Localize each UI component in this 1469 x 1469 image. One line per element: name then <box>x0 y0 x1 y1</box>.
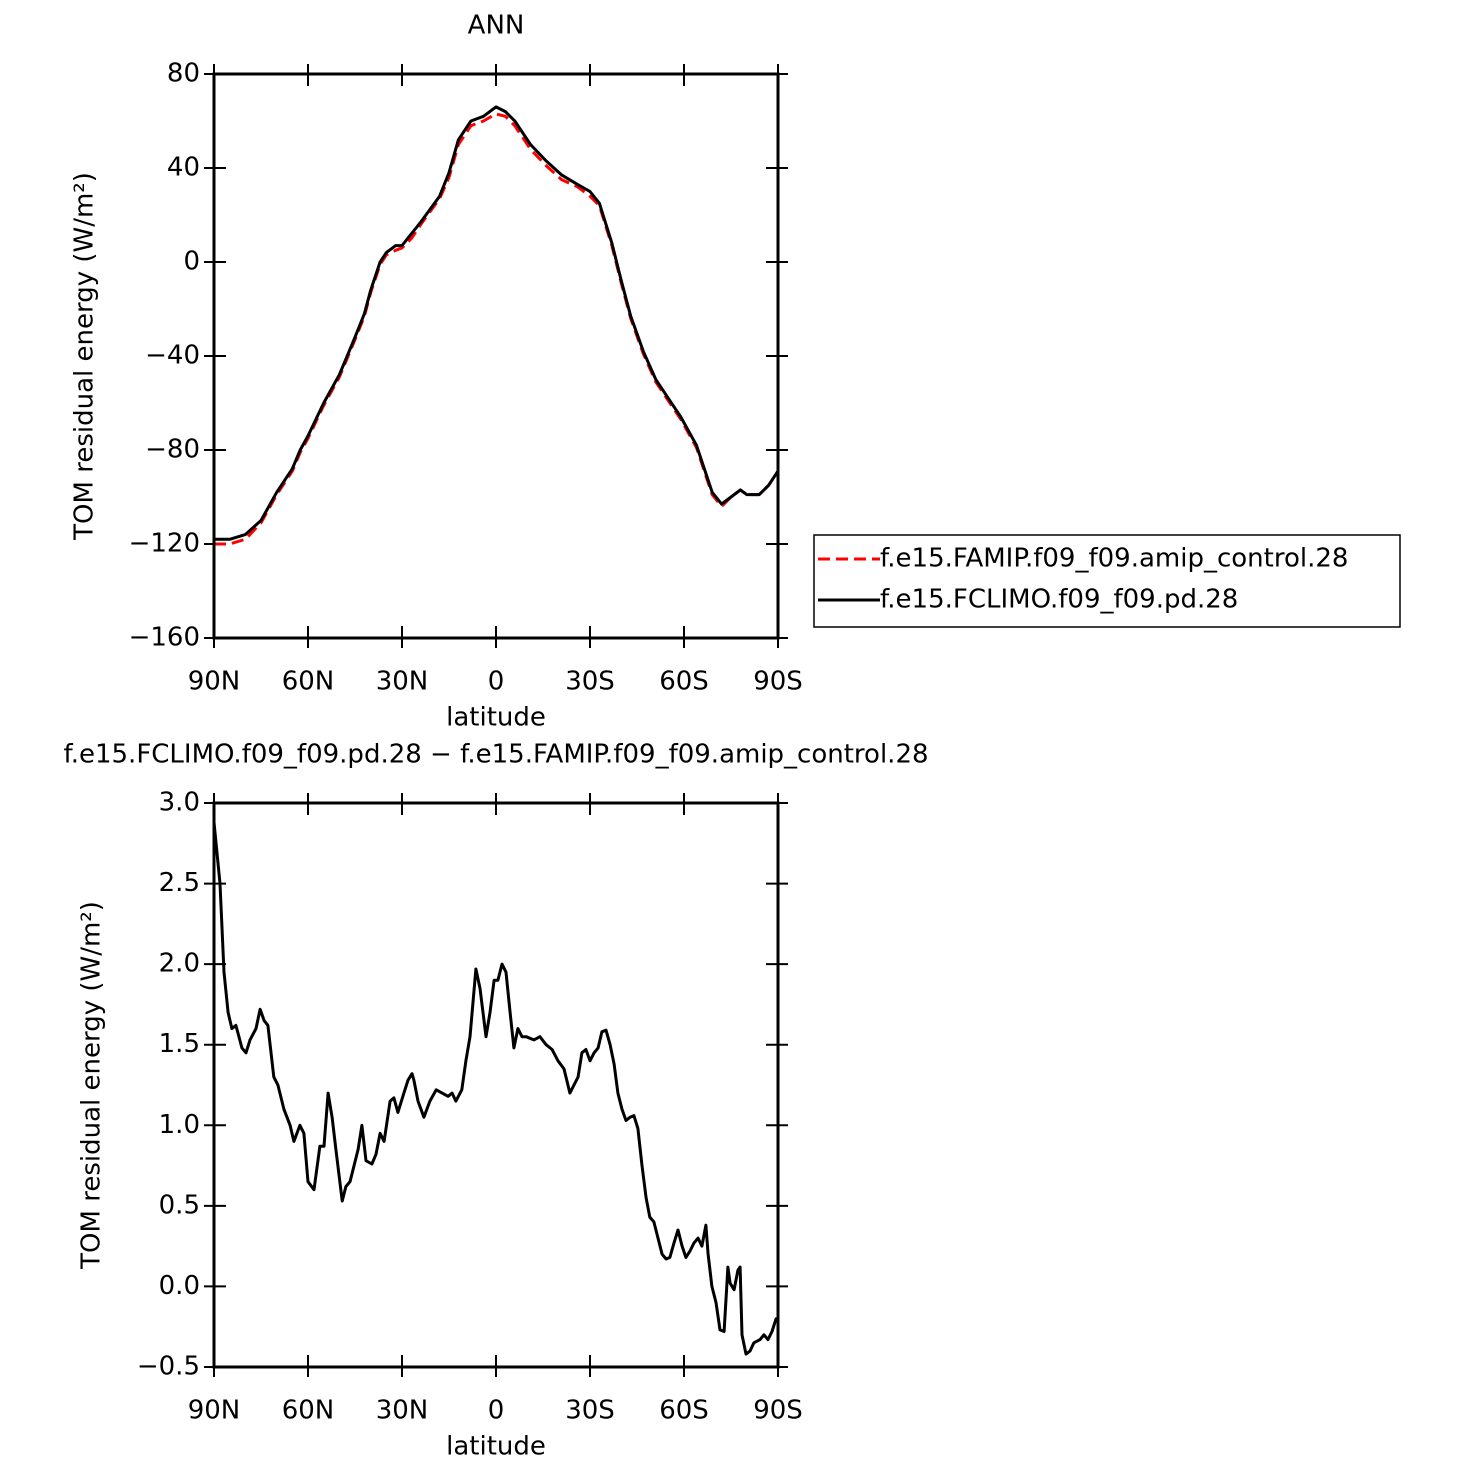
y-tick-label: −40 <box>145 341 200 371</box>
y-tick-label: 1.5 <box>159 1029 200 1059</box>
legend-label: f.e15.FCLIMO.f09_f09.pd.28 <box>880 585 1238 615</box>
y-tick-label: 0.0 <box>159 1271 200 1301</box>
x-axis-label: latitude <box>446 1432 546 1462</box>
x-tick-label: 60N <box>282 1396 335 1426</box>
y-tick-label: 3.0 <box>159 788 200 818</box>
x-tick-label: 90N <box>188 1396 241 1426</box>
x-tick-label: 0 <box>488 1396 505 1426</box>
y-tick-label: 2.5 <box>159 868 200 898</box>
data-line <box>214 112 780 546</box>
y-tick-label: −120 <box>129 529 200 559</box>
y-tick-label: 2.0 <box>159 949 200 979</box>
x-axis-label: latitude <box>446 703 546 733</box>
y-tick-label: 0 <box>183 247 200 277</box>
y-tick-label: 80 <box>167 59 200 89</box>
x-tick-label: 60N <box>282 667 335 697</box>
legend-label: f.e15.FAMIP.f09_f09.amip_control.28 <box>880 544 1348 574</box>
plot-frame <box>212 801 780 1369</box>
data-line <box>214 105 780 541</box>
x-tick-label: 30N <box>376 667 429 697</box>
legend-box <box>813 534 1401 628</box>
chart-title: ANN <box>468 11 525 41</box>
y-axis-label: TOM residual energy (W/m²) <box>70 172 100 541</box>
plot-frame <box>212 72 780 640</box>
x-tick-label: 30S <box>565 667 615 697</box>
x-tick-label: 30S <box>565 1396 615 1426</box>
x-tick-label: 90S <box>753 667 803 697</box>
y-tick-label: 1.0 <box>159 1110 200 1140</box>
x-tick-label: 60S <box>659 1396 709 1426</box>
chart-title: f.e15.FCLIMO.f09_f09.pd.28 − f.e15.FAMIP… <box>63 740 928 770</box>
x-tick-label: 30N <box>376 1396 429 1426</box>
y-axis-label: TOM residual energy (W/m²) <box>77 901 107 1270</box>
data-line <box>212 822 778 1356</box>
x-tick-label: 90N <box>188 667 241 697</box>
x-tick-label: 90S <box>753 1396 803 1426</box>
y-tick-label: −80 <box>145 435 200 465</box>
y-tick-label: −0.5 <box>137 1352 200 1382</box>
y-tick-label: 40 <box>167 153 200 183</box>
x-tick-label: 60S <box>659 667 709 697</box>
y-tick-label: −160 <box>129 623 200 653</box>
x-tick-label: 0 <box>488 667 505 697</box>
y-tick-label: 0.5 <box>159 1190 200 1220</box>
